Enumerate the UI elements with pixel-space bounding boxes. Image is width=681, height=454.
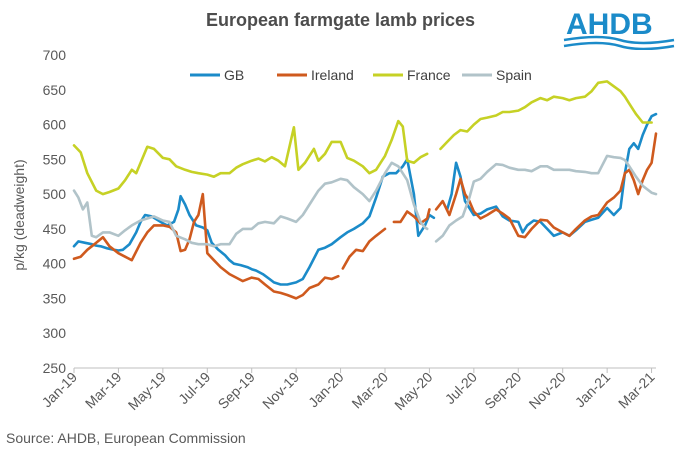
series-line-spain (72, 161, 429, 248)
series-line-gb (72, 158, 436, 286)
y-tick-label: 350 (43, 290, 67, 306)
y-tick-label: 700 (43, 47, 67, 63)
logo-wave-2 (563, 41, 675, 50)
y-tick-label: 300 (43, 325, 67, 341)
x-tick-label: Nov-19 (259, 369, 302, 412)
y-tick-label: 650 (43, 82, 67, 98)
series-line-france (72, 119, 429, 196)
logo-wave-1 (563, 35, 675, 45)
series-line-ireland (434, 132, 658, 239)
y-tick-label: 400 (43, 256, 67, 272)
x-tick-label: Jan-21 (572, 369, 614, 411)
legend-label-gb: GB (224, 67, 244, 83)
logo-text: AHDB (566, 8, 653, 41)
y-tick-label: 600 (43, 117, 67, 133)
x-tick-label: Jul-20 (442, 369, 480, 407)
x-tick-label: Nov-20 (526, 369, 569, 412)
series-line-ireland (72, 192, 340, 300)
ahdb-logo: AHDB (563, 8, 675, 50)
y-tick-label: 500 (43, 186, 67, 202)
x-tick-label: Jul-19 (175, 369, 213, 407)
x-tick-label: Mar-21 (615, 369, 658, 412)
y-axis-label: p/kg (deadweight) (11, 159, 27, 270)
legend-label-spain: Spain (496, 67, 532, 83)
source-note: Source: AHDB, European Commission (6, 430, 246, 446)
chart-series (72, 80, 658, 300)
y-tick-label: 550 (43, 151, 67, 167)
x-tick-label: Jan-20 (305, 369, 347, 411)
x-tick-label: Mar-19 (82, 369, 125, 412)
y-tick-label: 250 (43, 360, 67, 376)
series-line-gb (445, 112, 658, 238)
series-line-spain (434, 154, 658, 243)
series-line-france (439, 80, 653, 151)
x-tick-label: Sep-20 (481, 369, 524, 412)
x-tick-label: May-20 (391, 369, 435, 413)
x-tick-label: Mar-20 (348, 369, 391, 412)
series-line-ireland (392, 208, 431, 225)
x-tick-label: Sep-19 (215, 369, 258, 412)
legend-label-france: France (407, 67, 451, 83)
y-tick-label: 450 (43, 221, 67, 237)
chart-title: European farmgate lamb prices (205, 10, 476, 30)
chart-legend: GB Ireland France Spain (190, 67, 532, 83)
series-line-ireland (341, 227, 387, 270)
x-tick-label: May-19 (125, 369, 169, 413)
legend-label-ireland: Ireland (311, 67, 354, 83)
